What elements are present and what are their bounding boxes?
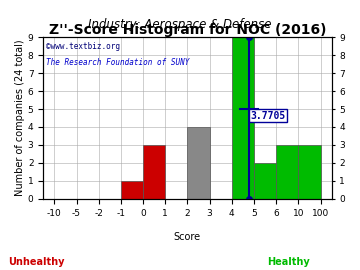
Bar [254, 163, 276, 199]
Bar [188, 127, 210, 199]
Text: Unhealthy: Unhealthy [8, 256, 64, 266]
Bar [232, 37, 254, 199]
Text: ©www.textbiz.org: ©www.textbiz.org [46, 42, 120, 51]
Text: 3.7705: 3.7705 [250, 111, 285, 121]
Bar [121, 181, 143, 199]
Bar [276, 145, 298, 199]
Text: Healthy: Healthy [267, 256, 309, 266]
Title: Z''-Score Histogram for NOC (2016): Z''-Score Histogram for NOC (2016) [49, 23, 326, 37]
Y-axis label: Number of companies (24 total): Number of companies (24 total) [15, 40, 25, 196]
Bar [143, 145, 165, 199]
Text: Industry: Aerospace & Defense: Industry: Aerospace & Defense [88, 18, 272, 31]
Bar [298, 145, 320, 199]
X-axis label: Score: Score [174, 231, 201, 241]
Text: The Research Foundation of SUNY: The Research Foundation of SUNY [46, 58, 189, 67]
